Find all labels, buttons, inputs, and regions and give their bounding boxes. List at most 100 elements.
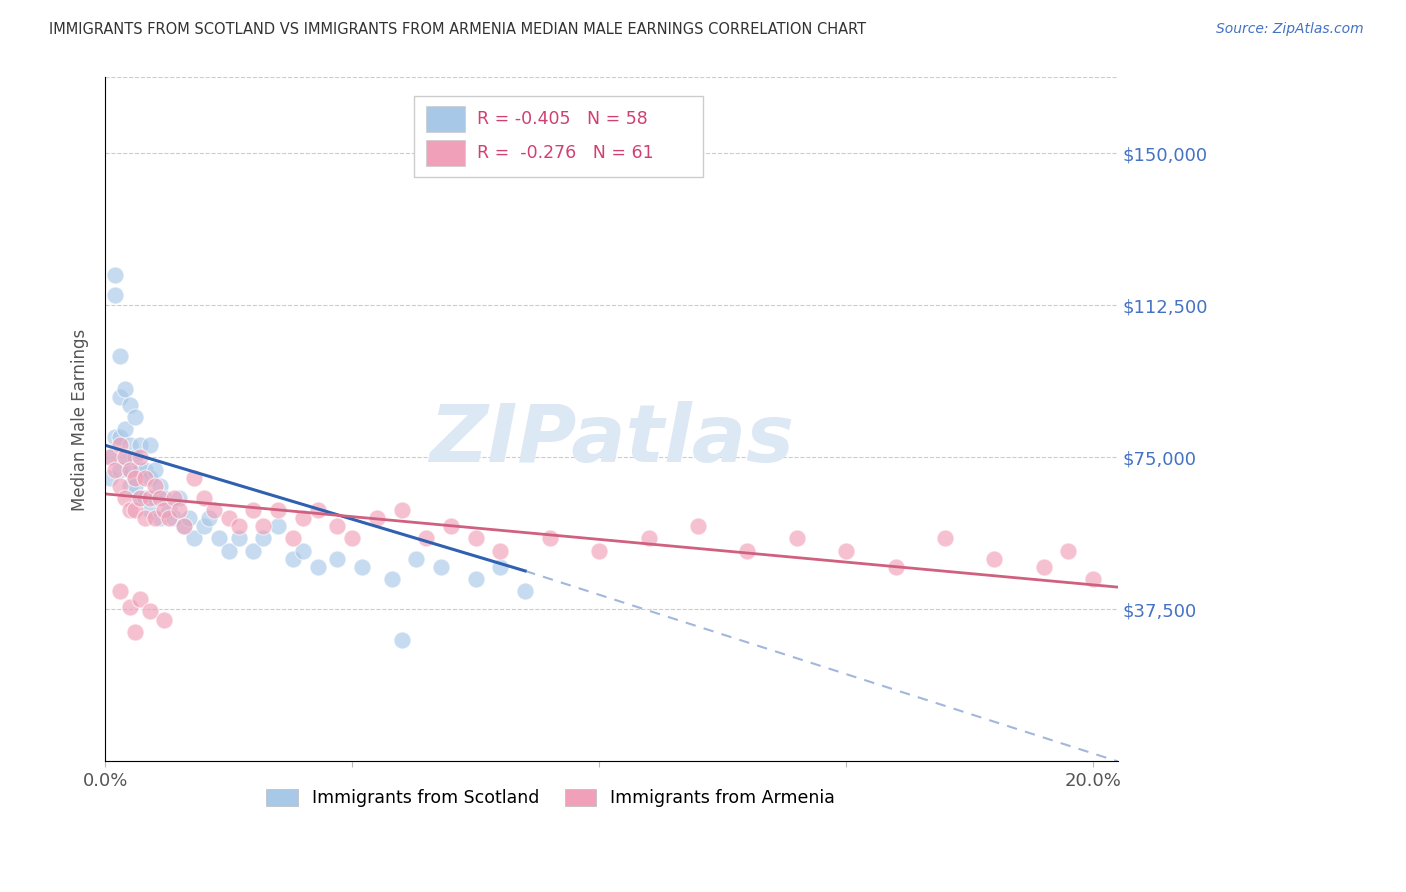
Point [134, 462, 156, 476]
Point [124, 479, 146, 493]
Point [114, 382, 136, 396]
Point [291, 511, 314, 525]
Point [128, 491, 150, 505]
Point [128, 491, 150, 505]
Point [138, 503, 160, 517]
Point [464, 532, 486, 546]
Point [143, 479, 166, 493]
Point [737, 543, 759, 558]
Point [489, 560, 512, 574]
Point [169, 491, 191, 505]
Point [464, 572, 486, 586]
FancyBboxPatch shape [415, 96, 703, 177]
Point [118, 600, 141, 615]
Point [513, 584, 536, 599]
Point [291, 543, 314, 558]
Point [686, 519, 709, 533]
Point [104, 268, 127, 282]
Point [267, 503, 290, 517]
Point [128, 438, 150, 452]
Point [786, 532, 808, 546]
Point [173, 519, 195, 533]
Point [340, 532, 363, 546]
Point [124, 471, 146, 485]
Point [114, 450, 136, 465]
Point [307, 560, 329, 574]
Point [104, 430, 127, 444]
Point [281, 551, 304, 566]
Point [179, 511, 201, 525]
FancyBboxPatch shape [426, 140, 465, 167]
Point [148, 511, 170, 525]
Point [118, 398, 141, 412]
Point [228, 532, 250, 546]
Point [202, 503, 225, 517]
Point [134, 511, 156, 525]
Point [198, 511, 221, 525]
Point [366, 511, 388, 525]
Point [108, 349, 131, 363]
Point [138, 438, 160, 452]
Point [153, 491, 176, 505]
Text: R = -0.405   N = 58: R = -0.405 N = 58 [477, 111, 648, 128]
Point [128, 450, 150, 465]
Point [391, 503, 413, 517]
Point [267, 519, 290, 533]
Point [352, 560, 374, 574]
Point [440, 519, 463, 533]
Point [98, 471, 121, 485]
Point [218, 511, 240, 525]
Point [114, 450, 136, 465]
Point [128, 592, 150, 607]
Point [183, 532, 205, 546]
Text: IMMIGRANTS FROM SCOTLAND VS IMMIGRANTS FROM ARMENIA MEDIAN MALE EARNINGS CORRELA: IMMIGRANTS FROM SCOTLAND VS IMMIGRANTS F… [49, 22, 866, 37]
Text: R =  -0.276   N = 61: R = -0.276 N = 61 [477, 145, 654, 162]
Point [934, 532, 956, 546]
Point [1032, 560, 1054, 574]
Point [118, 479, 141, 493]
Point [134, 471, 156, 485]
Point [118, 462, 141, 476]
Point [124, 503, 146, 517]
Text: Source: ZipAtlas.com: Source: ZipAtlas.com [1216, 22, 1364, 37]
Point [252, 532, 274, 546]
Point [98, 450, 121, 465]
Point [98, 450, 121, 465]
Point [415, 532, 437, 546]
Point [637, 532, 659, 546]
Point [108, 438, 131, 452]
Legend: Immigrants from Scotland, Immigrants from Armenia: Immigrants from Scotland, Immigrants fro… [260, 781, 842, 814]
Point [430, 560, 453, 574]
Point [193, 491, 215, 505]
Point [143, 462, 166, 476]
Point [381, 572, 404, 586]
Point [252, 519, 274, 533]
Point [124, 450, 146, 465]
Point [118, 503, 141, 517]
Point [228, 519, 250, 533]
Point [391, 632, 413, 647]
Point [148, 491, 170, 505]
Point [208, 532, 231, 546]
Point [153, 503, 176, 517]
Text: ZIPatlas: ZIPatlas [429, 401, 794, 479]
Point [114, 422, 136, 436]
Point [588, 543, 610, 558]
Point [153, 613, 176, 627]
Point [489, 543, 512, 558]
Point [173, 519, 195, 533]
Point [1057, 543, 1080, 558]
Point [138, 471, 160, 485]
Point [169, 503, 191, 517]
Point [138, 604, 160, 618]
Point [143, 491, 166, 505]
Y-axis label: Median Male Earnings: Median Male Earnings [72, 328, 89, 510]
Point [108, 462, 131, 476]
Point [124, 409, 146, 424]
Point [405, 551, 427, 566]
Point [148, 479, 170, 493]
Point [128, 462, 150, 476]
Point [163, 491, 186, 505]
Point [124, 624, 146, 639]
Point [307, 503, 329, 517]
